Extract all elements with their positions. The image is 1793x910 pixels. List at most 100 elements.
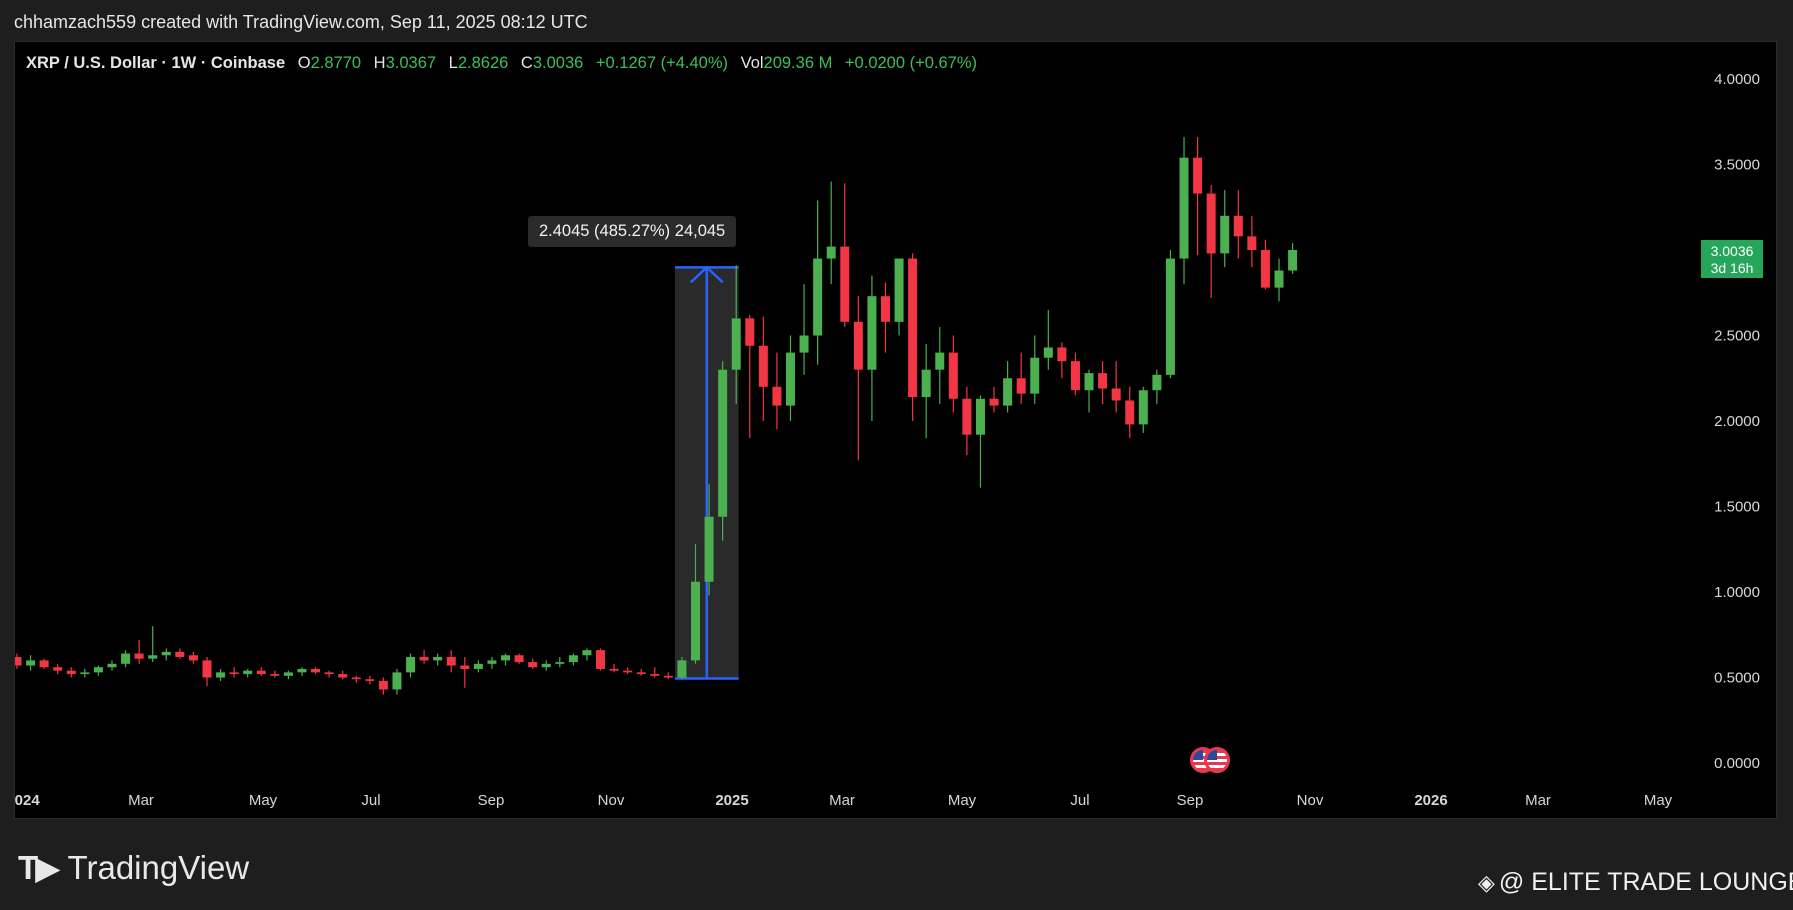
candle[interactable] [175,648,185,659]
candle[interactable] [1288,243,1298,274]
candle[interactable] [853,296,863,461]
candle[interactable] [1138,386,1148,433]
candle[interactable] [1043,309,1053,370]
candle[interactable] [582,648,592,661]
candle[interactable] [731,265,741,404]
candle[interactable] [378,677,388,695]
candle[interactable] [53,663,63,675]
candle[interactable] [894,258,904,336]
candle[interactable] [1098,361,1108,404]
candle[interactable] [636,668,646,676]
candle[interactable] [216,668,226,681]
candle[interactable] [745,314,755,439]
candle[interactable] [433,653,443,666]
candle[interactable] [256,667,266,676]
candle[interactable] [663,672,673,680]
candle[interactable] [270,670,280,678]
candle[interactable] [406,653,416,678]
candle[interactable] [758,316,768,421]
us-flag-event-icon[interactable] [1204,747,1230,773]
candle[interactable] [704,484,714,596]
candle[interactable] [609,663,619,673]
candle[interactable] [392,668,402,695]
candle[interactable] [880,282,890,353]
candle[interactable] [338,670,348,680]
candle[interactable] [975,395,985,488]
candle[interactable] [596,648,606,671]
candle[interactable] [202,656,212,687]
candle[interactable] [867,275,877,421]
candle[interactable] [107,660,117,671]
candle[interactable] [1125,386,1135,439]
candle[interactable] [229,667,239,678]
candle[interactable] [1233,190,1243,259]
candle[interactable] [324,670,334,678]
candle[interactable] [121,650,131,668]
candle[interactable] [799,284,809,375]
candle[interactable] [365,675,375,685]
candle[interactable] [460,656,470,688]
candle[interactable] [921,344,931,439]
candle[interactable] [93,665,103,676]
candle[interactable] [1070,352,1080,396]
candle[interactable] [243,668,253,678]
candle[interactable] [1030,335,1040,404]
candle[interactable] [1206,185,1216,298]
candle[interactable] [39,658,49,669]
candle[interactable] [677,656,687,680]
candle[interactable] [501,653,511,666]
candle[interactable] [1003,361,1013,413]
candle[interactable] [989,386,999,413]
candle[interactable] [840,183,850,327]
candle[interactable] [1165,250,1175,379]
candle[interactable] [568,653,578,666]
candle[interactable] [283,670,293,680]
candle[interactable] [419,650,429,664]
candle[interactable] [161,648,171,661]
candlestick-chart[interactable]: 0.0000 0.5000 1.0000 1.5000 2.0000 2.5000 3.00… [15,42,1778,820]
candle[interactable] [813,200,823,365]
candle[interactable] [1057,342,1067,379]
symbol-name[interactable]: XRP / U.S. Dollar · 1W · Coinbase [26,54,286,72]
candle[interactable] [188,651,198,664]
candle[interactable] [1179,137,1189,285]
chart-frame[interactable]: 0.0000 0.5000 1.0000 1.5000 2.0000 2.5000 3.00… [14,41,1777,819]
candle[interactable] [962,386,972,456]
symbol-legend[interactable]: XRP / U.S. Dollar · 1W · Coinbase O2.877… [26,54,977,73]
candle[interactable] [15,653,22,669]
candle[interactable] [785,335,795,422]
candle[interactable] [908,253,918,421]
candle[interactable] [446,650,456,673]
candle[interactable] [541,660,551,671]
candle[interactable] [26,655,36,671]
candle[interactable] [772,352,782,430]
candle[interactable] [487,656,497,669]
candle[interactable] [691,544,700,664]
candle[interactable] [66,667,76,678]
candle[interactable] [514,653,524,664]
candle[interactable] [134,639,144,664]
candle[interactable] [1193,137,1203,256]
candle[interactable] [351,675,361,683]
candle[interactable] [1152,369,1162,404]
candle[interactable] [1260,239,1270,290]
candle[interactable] [1084,369,1094,413]
candle[interactable] [948,335,958,413]
candle[interactable] [148,626,158,663]
candle[interactable] [1247,215,1257,268]
candle[interactable] [1220,190,1230,268]
candle[interactable] [473,660,483,673]
candle[interactable] [1111,361,1121,413]
candle[interactable] [528,658,538,669]
candle[interactable] [826,181,836,285]
candle[interactable] [311,667,321,675]
candle[interactable] [297,667,307,676]
candle[interactable] [935,326,945,404]
candle[interactable] [650,667,660,678]
candle[interactable] [1274,258,1284,302]
candle[interactable] [718,361,728,541]
candle[interactable] [623,667,633,675]
candle[interactable] [555,656,565,668]
candle[interactable] [1016,352,1026,404]
candle[interactable] [80,668,90,678]
